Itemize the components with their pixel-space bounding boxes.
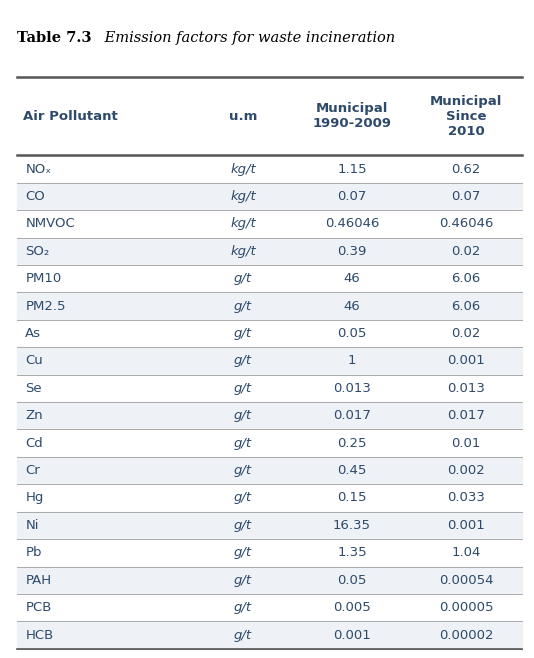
- Text: 0.02: 0.02: [452, 245, 481, 258]
- Text: 0.013: 0.013: [447, 382, 485, 395]
- Text: Cr: Cr: [25, 464, 40, 477]
- Text: 0.00054: 0.00054: [439, 574, 493, 587]
- Text: kg/t: kg/t: [230, 163, 256, 176]
- Text: Air Pollutant: Air Pollutant: [22, 109, 117, 122]
- Text: 46: 46: [343, 272, 360, 285]
- Bar: [17, 621, 522, 649]
- Text: 0.07: 0.07: [337, 190, 367, 203]
- Bar: [17, 567, 522, 594]
- Text: 0.62: 0.62: [452, 163, 481, 176]
- Text: NMVOC: NMVOC: [25, 217, 75, 230]
- Text: g/t: g/t: [234, 574, 252, 587]
- Bar: [17, 539, 522, 567]
- Text: HCB: HCB: [25, 628, 53, 642]
- Text: 0.001: 0.001: [447, 355, 485, 367]
- Text: SO₂: SO₂: [25, 245, 50, 258]
- Text: 6.06: 6.06: [452, 272, 481, 285]
- Text: 0.07: 0.07: [452, 190, 481, 203]
- Bar: [17, 77, 522, 155]
- Text: 0.001: 0.001: [333, 628, 371, 642]
- Text: As: As: [25, 327, 41, 340]
- Text: Pb: Pb: [25, 546, 42, 559]
- Text: 0.02: 0.02: [452, 327, 481, 340]
- Text: g/t: g/t: [234, 272, 252, 285]
- Text: g/t: g/t: [234, 601, 252, 614]
- Text: 46: 46: [343, 299, 360, 313]
- Text: Emission factors for waste incineration: Emission factors for waste incineration: [100, 31, 395, 45]
- Text: 0.001: 0.001: [447, 519, 485, 532]
- Bar: [17, 594, 522, 621]
- Text: Cd: Cd: [25, 437, 43, 449]
- Text: Municipal
Since
2010: Municipal Since 2010: [430, 95, 502, 138]
- Text: 0.01: 0.01: [452, 437, 481, 449]
- Text: 0.017: 0.017: [333, 409, 371, 422]
- Bar: [17, 402, 522, 430]
- Text: 0.45: 0.45: [337, 464, 367, 477]
- Bar: [17, 210, 522, 238]
- Text: Zn: Zn: [25, 409, 43, 422]
- Text: 0.39: 0.39: [337, 245, 367, 258]
- Text: 0.00002: 0.00002: [439, 628, 493, 642]
- Text: 0.00005: 0.00005: [439, 601, 493, 614]
- Text: CO: CO: [25, 190, 45, 203]
- Text: 0.002: 0.002: [447, 464, 485, 477]
- Text: 0.25: 0.25: [337, 437, 367, 449]
- Bar: [17, 374, 522, 402]
- Bar: [17, 265, 522, 292]
- Text: g/t: g/t: [234, 382, 252, 395]
- Bar: [17, 238, 522, 265]
- Text: 0.15: 0.15: [337, 492, 367, 505]
- Text: PCB: PCB: [25, 601, 52, 614]
- Text: g/t: g/t: [234, 492, 252, 505]
- Text: g/t: g/t: [234, 519, 252, 532]
- Text: NOₓ: NOₓ: [25, 163, 51, 176]
- Text: 0.005: 0.005: [333, 601, 371, 614]
- Text: kg/t: kg/t: [230, 217, 256, 230]
- Text: 16.35: 16.35: [333, 519, 371, 532]
- Text: Table 7.3: Table 7.3: [17, 31, 92, 45]
- Bar: [17, 512, 522, 539]
- Text: kg/t: kg/t: [230, 190, 256, 203]
- Text: 0.05: 0.05: [337, 574, 367, 587]
- Text: 0.033: 0.033: [447, 492, 485, 505]
- Bar: [17, 183, 522, 210]
- Text: u.m: u.m: [229, 109, 257, 122]
- Bar: [17, 457, 522, 484]
- Text: Ni: Ni: [25, 519, 39, 532]
- Bar: [17, 430, 522, 457]
- Text: 1.15: 1.15: [337, 163, 367, 176]
- Text: g/t: g/t: [234, 546, 252, 559]
- Text: Hg: Hg: [25, 492, 44, 505]
- Bar: [17, 347, 522, 374]
- Text: 1.04: 1.04: [452, 546, 481, 559]
- Text: 0.05: 0.05: [337, 327, 367, 340]
- Text: PM10: PM10: [25, 272, 61, 285]
- Text: g/t: g/t: [234, 327, 252, 340]
- Text: 0.46046: 0.46046: [325, 217, 379, 230]
- Text: 0.013: 0.013: [333, 382, 371, 395]
- Text: 1: 1: [348, 355, 356, 367]
- Text: 0.017: 0.017: [447, 409, 485, 422]
- Text: g/t: g/t: [234, 299, 252, 313]
- Text: Cu: Cu: [25, 355, 43, 367]
- Bar: [17, 155, 522, 183]
- Bar: [17, 292, 522, 320]
- Text: g/t: g/t: [234, 437, 252, 449]
- Text: 0.46046: 0.46046: [439, 217, 493, 230]
- Text: PAH: PAH: [25, 574, 51, 587]
- Text: 6.06: 6.06: [452, 299, 481, 313]
- Text: PM2.5: PM2.5: [25, 299, 66, 313]
- Bar: [17, 484, 522, 512]
- Text: Se: Se: [25, 382, 42, 395]
- Text: g/t: g/t: [234, 628, 252, 642]
- Text: kg/t: kg/t: [230, 245, 256, 258]
- Text: Municipal
1990-2009: Municipal 1990-2009: [312, 102, 391, 130]
- Text: g/t: g/t: [234, 464, 252, 477]
- Text: 1.35: 1.35: [337, 546, 367, 559]
- Text: g/t: g/t: [234, 409, 252, 422]
- Text: g/t: g/t: [234, 355, 252, 367]
- Bar: [17, 320, 522, 347]
